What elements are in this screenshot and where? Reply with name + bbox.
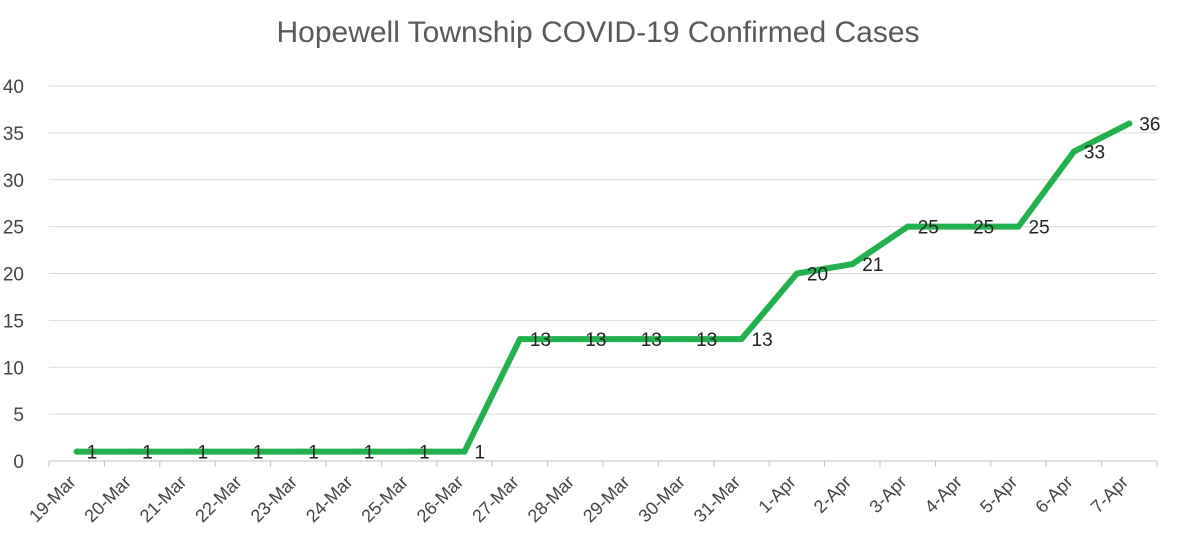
data-point bbox=[1015, 223, 1022, 230]
data-label: 1 bbox=[475, 443, 486, 464]
y-tick-label: 0 bbox=[13, 452, 24, 473]
y-tick-label: 20 bbox=[3, 265, 24, 286]
data-label: 33 bbox=[1084, 143, 1105, 164]
data-point bbox=[793, 270, 800, 277]
x-axis-ticks: 19-Mar 20-Mar 21-Mar 22-Mar 23-Mar 24-Mar 25-M… bbox=[25, 461, 1158, 526]
series bbox=[73, 120, 1133, 455]
y-tick-label: 40 bbox=[3, 77, 24, 98]
data-label: 21 bbox=[862, 255, 883, 276]
data-labels: 1 1 1 1 1 1 1 1 13 13 13 13 13 20 21 25 25 25 33 36 bbox=[87, 115, 1161, 464]
x-tick-label: 23-Mar bbox=[247, 472, 301, 526]
series-line bbox=[73, 120, 1133, 455]
data-point bbox=[73, 448, 80, 455]
data-point bbox=[572, 336, 579, 343]
data-point bbox=[627, 336, 634, 343]
data-label: 13 bbox=[585, 330, 606, 351]
y-axis-ticks: 0 5 10 15 20 25 30 35 40 bbox=[3, 77, 24, 473]
data-label: 13 bbox=[696, 330, 717, 351]
data-point bbox=[849, 261, 856, 268]
data-point bbox=[239, 448, 246, 455]
data-label: 1 bbox=[419, 443, 430, 464]
data-label: 13 bbox=[752, 330, 773, 351]
data-label: 1 bbox=[142, 443, 153, 464]
data-label: 20 bbox=[807, 265, 828, 286]
x-tick-label: 7-Apr bbox=[1087, 472, 1132, 517]
x-tick-label: 22-Mar bbox=[191, 472, 245, 526]
y-tick-label: 10 bbox=[3, 358, 24, 379]
x-tick-label: 3-Apr bbox=[865, 472, 910, 517]
data-point bbox=[461, 448, 468, 455]
x-tick-label: 25-Mar bbox=[357, 472, 411, 526]
data-point bbox=[516, 336, 523, 343]
x-tick-label: 2-Apr bbox=[810, 472, 855, 517]
y-tick-label: 15 bbox=[3, 311, 24, 332]
data-point bbox=[184, 448, 191, 455]
data-label: 1 bbox=[364, 443, 375, 464]
data-label: 1 bbox=[308, 443, 319, 464]
data-label: 25 bbox=[918, 218, 939, 239]
x-tick-label: 26-Mar bbox=[413, 472, 467, 526]
x-tick-label: 29-Mar bbox=[579, 472, 633, 526]
x-tick-label: 21-Mar bbox=[136, 472, 190, 526]
chart-title: Hopewell Township COVID-19 Confirmed Cas… bbox=[276, 16, 919, 49]
data-label: 13 bbox=[641, 330, 662, 351]
x-tick-label: 24-Mar bbox=[302, 472, 356, 526]
x-tick-label: 20-Mar bbox=[80, 472, 134, 526]
x-tick-label: 1-Apr bbox=[754, 472, 799, 517]
x-tick-label: 28-Mar bbox=[524, 472, 578, 526]
data-label: 25 bbox=[1029, 218, 1050, 239]
data-label: 13 bbox=[530, 330, 551, 351]
data-label: 1 bbox=[253, 443, 264, 464]
data-point bbox=[683, 336, 690, 343]
data-label: 25 bbox=[973, 218, 994, 239]
data-label: 1 bbox=[87, 443, 98, 464]
data-point bbox=[738, 336, 745, 343]
y-tick-label: 30 bbox=[3, 171, 24, 192]
data-point bbox=[350, 448, 357, 455]
y-tick-label: 35 bbox=[3, 124, 24, 145]
data-point bbox=[1070, 148, 1077, 155]
x-tick-label: 5-Apr bbox=[976, 472, 1021, 517]
data-label: 1 bbox=[198, 443, 209, 464]
y-tick-label: 25 bbox=[3, 218, 24, 239]
x-tick-label: 31-Mar bbox=[690, 472, 744, 526]
x-tick-label: 4-Apr bbox=[921, 472, 966, 517]
x-tick-label: 19-Mar bbox=[25, 472, 79, 526]
data-point bbox=[1126, 120, 1133, 127]
data-point bbox=[960, 223, 967, 230]
x-tick-label: 27-Mar bbox=[468, 472, 522, 526]
data-point bbox=[295, 448, 302, 455]
y-tick-label: 5 bbox=[13, 405, 24, 426]
data-point bbox=[904, 223, 911, 230]
data-point bbox=[406, 448, 413, 455]
x-tick-label: 6-Apr bbox=[1031, 472, 1076, 517]
data-point bbox=[129, 448, 136, 455]
gridlines bbox=[49, 85, 1157, 462]
x-tick-label: 30-Mar bbox=[634, 472, 688, 526]
data-label: 36 bbox=[1139, 115, 1160, 136]
